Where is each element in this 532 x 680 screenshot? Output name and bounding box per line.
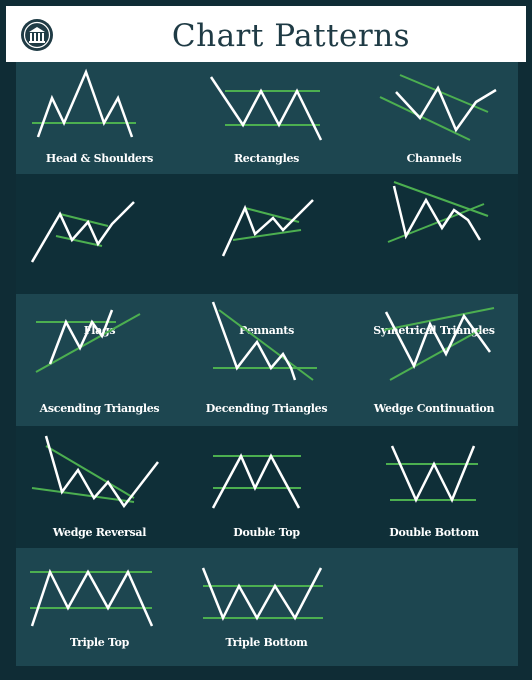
- flags-diagram: [30, 201, 135, 263]
- pattern-label: Wedge Continuation: [373, 402, 495, 415]
- pattern-double-bottom: Double Bottom: [350, 426, 518, 548]
- pattern-wedge-reversal: Wedge Reversal: [16, 426, 183, 548]
- pattern-symetrical-triangles: Symetrical Triangles: [350, 174, 518, 337]
- bank-columns-icon: [20, 18, 54, 52]
- symetrical-triangles-diagram: [387, 181, 489, 243]
- pattern-head-and-shoulders: Head & Shoulders: [16, 62, 183, 174]
- patterns-grid: Head & Shoulders Rectangles Channels: [16, 62, 518, 666]
- triple-bottom-diagram: [201, 567, 323, 622]
- decending-triangles-diagram: [211, 301, 317, 381]
- ascending-triangles-diagram: [35, 309, 141, 373]
- triple-top-diagram: [30, 568, 154, 627]
- pattern-label: Triple Top: [69, 636, 129, 649]
- pattern-label: Pennants: [239, 324, 294, 337]
- pattern-channels: Channels: [350, 62, 518, 174]
- pattern-flags: Flags: [16, 174, 183, 337]
- row-band: [16, 62, 518, 174]
- double-top-diagram: [211, 453, 301, 509]
- channels-diagram: [379, 74, 497, 141]
- pattern-triple-top: Triple Top: [16, 548, 183, 666]
- pattern-label: Decending Triangles: [205, 402, 328, 415]
- pattern-wedge-continuation: Wedge Continuation: [350, 294, 518, 426]
- pattern-label: Flags: [83, 324, 116, 337]
- wedge-continuation-diagram: [383, 307, 495, 381]
- pattern-label: Ascending Triangles: [39, 402, 160, 415]
- pattern-label: Double Top: [233, 526, 300, 539]
- pattern-label: Rectangles: [233, 152, 300, 165]
- pattern-decending-triangles: Decending Triangles: [183, 294, 350, 426]
- page-title: Chart Patterns: [171, 18, 411, 54]
- head-and-shoulders-diagram: [32, 68, 136, 138]
- pattern-label: Channels: [406, 152, 462, 165]
- pattern-label: Wedge Reversal: [52, 526, 147, 539]
- pattern-label: Double Bottom: [389, 526, 479, 539]
- pattern-rectangles: Rectangles: [183, 62, 350, 174]
- header-bar: Chart Patterns: [6, 6, 526, 62]
- pennants-diagram: [221, 199, 314, 257]
- wedge-reversal-diagram: [31, 435, 159, 509]
- pattern-double-top: Double Top: [183, 426, 350, 548]
- pattern-ascending-triangles: Ascending Triangles: [16, 294, 183, 426]
- pattern-label: Triple Bottom: [225, 636, 308, 649]
- double-bottom-diagram: [386, 445, 478, 504]
- rectangles-diagram: [209, 76, 323, 141]
- pattern-triple-bottom: Triple Bottom: [183, 548, 350, 666]
- pattern-label: Head & Shoulders: [45, 152, 154, 165]
- pattern-pennants: Pennants: [183, 174, 350, 337]
